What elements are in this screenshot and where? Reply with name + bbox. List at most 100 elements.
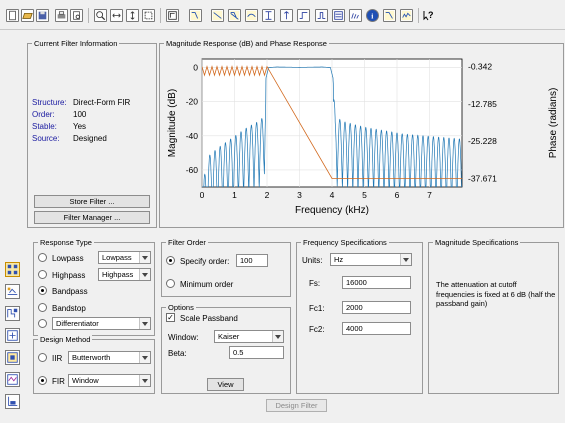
magnitude-specs-title: Magnitude Specifications bbox=[433, 238, 521, 247]
realize-model-icon[interactable] bbox=[5, 394, 20, 409]
x-tick-label: 7 bbox=[427, 190, 432, 200]
x-tick-label: 0 bbox=[200, 190, 205, 200]
minimum-order-label: Minimum order bbox=[180, 280, 234, 289]
print-icon[interactable] bbox=[55, 9, 68, 22]
x-tick-label: 6 bbox=[395, 190, 400, 200]
bandpass-radio[interactable] bbox=[38, 286, 47, 295]
svg-text:?: ? bbox=[428, 10, 434, 20]
fir-label: FIR bbox=[52, 377, 65, 386]
lowpass-dropdown[interactable]: Lowpass bbox=[98, 251, 151, 264]
scale-passband-checkbox[interactable]: ✓ bbox=[166, 313, 175, 322]
minimum-order-radio[interactable] bbox=[166, 279, 175, 288]
filter-info-icon[interactable] bbox=[349, 9, 362, 22]
filter-specs-icon[interactable] bbox=[166, 9, 179, 22]
phase-delay-icon[interactable] bbox=[262, 9, 275, 22]
lowpass-label: Lowpass bbox=[52, 254, 84, 263]
magnitude-phase-icon[interactable] bbox=[228, 9, 241, 22]
save-icon[interactable] bbox=[36, 9, 49, 22]
iir-label: IIR bbox=[52, 354, 63, 363]
highpass-dropdown[interactable]: Highpass bbox=[98, 268, 151, 281]
stable-label: Stable: bbox=[32, 122, 57, 131]
order-input[interactable]: 100 bbox=[236, 254, 268, 267]
specify-order-radio[interactable] bbox=[166, 256, 175, 265]
full-view-icon[interactable] bbox=[142, 9, 155, 22]
import-filter-icon[interactable] bbox=[5, 328, 20, 343]
response-panel-title: Magnitude Response (dB) and Phase Respon… bbox=[164, 39, 329, 48]
phase-response-icon[interactable] bbox=[211, 9, 224, 22]
filter-order-panel: Filter Order Specify order: 100 Minimum … bbox=[161, 238, 291, 297]
lowpass-radio[interactable] bbox=[38, 253, 47, 262]
iir-method-dropdown[interactable]: Butterworth bbox=[68, 351, 151, 364]
phase-line bbox=[202, 65, 462, 179]
print-preview-icon[interactable] bbox=[70, 9, 83, 22]
window-label: Window: bbox=[168, 333, 199, 342]
structure-value: Direct-Form FIR bbox=[73, 98, 131, 107]
y-left-tick-label: -60 bbox=[186, 165, 199, 175]
fc2-label: Fc2: bbox=[309, 325, 325, 334]
response-chart[interactable]: 0 1 2 3 4 5 6 7 0 -20 -40 -60 -0.342 -12.785 -25.228 -3… bbox=[160, 44, 563, 227]
impulse-response-icon[interactable] bbox=[280, 9, 293, 22]
bandstop-radio[interactable] bbox=[38, 303, 47, 312]
design-filter-icon[interactable] bbox=[5, 262, 20, 277]
filter-coefficients-icon[interactable] bbox=[332, 9, 345, 22]
y-right-tick-label: -0.342 bbox=[468, 62, 492, 72]
y-right-tick-label: -37.671 bbox=[468, 174, 497, 184]
fc2-input[interactable]: 4000 bbox=[342, 322, 411, 335]
multirate-icon[interactable] bbox=[5, 372, 20, 387]
options-panel: Options ✓ Scale Passband Window: Kaiser … bbox=[161, 303, 291, 394]
step-response-icon[interactable] bbox=[297, 9, 310, 22]
transform-filter-icon[interactable] bbox=[5, 284, 20, 299]
group-delay-icon[interactable] bbox=[245, 9, 258, 22]
bandpass-label: Bandpass bbox=[52, 287, 88, 296]
beta-label: Beta: bbox=[168, 349, 187, 358]
specify-order-label: Specify order: bbox=[180, 257, 230, 266]
view-button[interactable]: View bbox=[207, 378, 244, 391]
other-response-radio[interactable] bbox=[38, 319, 47, 328]
fir-radio[interactable] bbox=[38, 376, 47, 385]
y-left-axis-label: Magnitude (dB) bbox=[167, 89, 178, 157]
fc1-label: Fc1: bbox=[309, 304, 325, 313]
open-file-icon[interactable] bbox=[21, 9, 34, 22]
options-title: Options bbox=[166, 303, 196, 312]
iir-radio[interactable] bbox=[38, 353, 47, 362]
x-tick-label: 3 bbox=[297, 190, 302, 200]
whats-this-icon[interactable]: ? bbox=[422, 9, 435, 22]
current-filter-title: Current Filter Information bbox=[32, 39, 120, 48]
beta-input[interactable]: 0.5 bbox=[229, 346, 284, 359]
magnitude-response-icon[interactable] bbox=[189, 9, 202, 22]
fs-input[interactable]: 16000 bbox=[342, 276, 411, 289]
zoom-fit-icon[interactable] bbox=[126, 9, 139, 22]
bandstop-label: Bandstop bbox=[52, 304, 86, 313]
round-off-noise-icon[interactable] bbox=[400, 9, 413, 22]
y-right-tick-label: -25.228 bbox=[468, 136, 497, 146]
zoom-x-icon[interactable] bbox=[110, 9, 123, 22]
y-left-tick-label: -20 bbox=[186, 97, 199, 107]
zoom-in-icon[interactable] bbox=[94, 9, 107, 22]
filter-manager-button[interactable]: Filter Manager ... bbox=[34, 211, 150, 224]
fc1-input[interactable]: 2000 bbox=[342, 301, 411, 314]
quantize-icon[interactable] bbox=[5, 306, 20, 321]
differentiator-dropdown[interactable]: Differentiator bbox=[52, 317, 151, 330]
design-filter-button[interactable]: Design Filter bbox=[266, 399, 327, 412]
magnitude-line bbox=[202, 66, 462, 187]
toolbar: i ? bbox=[0, 0, 565, 30]
pole-zero-icon[interactable] bbox=[315, 9, 328, 22]
y-left-tick-label: -40 bbox=[186, 131, 199, 141]
stable-value: Yes bbox=[73, 122, 87, 131]
fs-label: Fs: bbox=[309, 279, 321, 288]
store-filter-button[interactable]: Store Filter ... bbox=[34, 195, 150, 208]
new-file-icon[interactable] bbox=[6, 9, 19, 22]
units-dropdown[interactable]: Hz bbox=[330, 253, 412, 266]
design-method-title: Design Method bbox=[38, 335, 93, 344]
highpass-label: Highpass bbox=[52, 271, 86, 280]
response-type-panel: Response Type Lowpass Lowpass Highpass H… bbox=[33, 238, 155, 336]
window-dropdown[interactable]: Kaiser bbox=[214, 330, 284, 343]
x-tick-label: 2 bbox=[265, 190, 270, 200]
info-icon[interactable]: i bbox=[366, 9, 379, 22]
pole-zero-editor-icon[interactable] bbox=[5, 350, 20, 365]
highpass-radio[interactable] bbox=[38, 270, 47, 279]
magnitude-response-estimate-icon[interactable] bbox=[383, 9, 396, 22]
x-axis-label: Frequency (kHz) bbox=[295, 205, 369, 216]
fir-method-dropdown[interactable]: Window bbox=[68, 374, 151, 387]
response-panel: Magnitude Response (dB) and Phase Respon… bbox=[159, 39, 564, 228]
